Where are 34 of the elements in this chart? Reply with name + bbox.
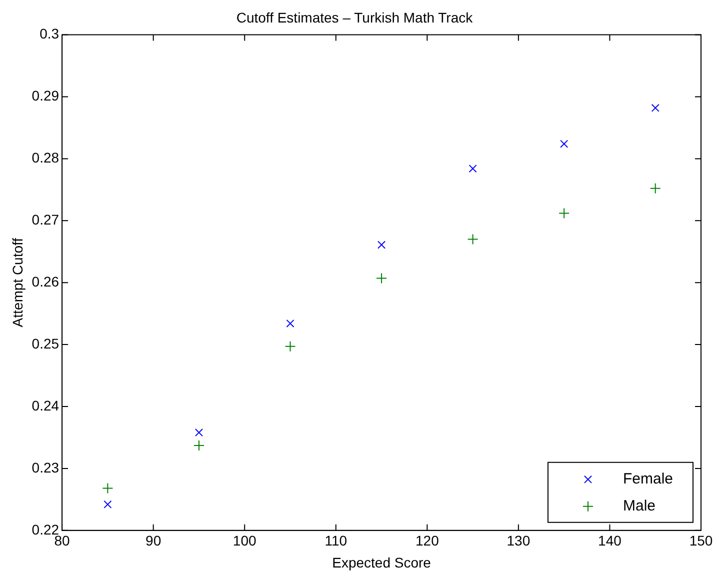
point — [558, 208, 570, 219]
point — [377, 240, 386, 249]
y-tick-label: 0.25 — [32, 335, 60, 352]
x-tick-label: 90 — [146, 532, 162, 549]
point — [468, 164, 477, 173]
y-tick-label: 0.3 — [40, 26, 60, 42]
x-tick-label: 150 — [689, 532, 713, 549]
point — [467, 234, 478, 245]
point — [286, 319, 294, 328]
x-tick-label: 140 — [598, 532, 622, 549]
point — [104, 500, 112, 508]
point — [560, 140, 568, 148]
legend-label: Male — [622, 498, 656, 515]
y-tick-label: 0.28 — [32, 150, 60, 166]
y-axis-title: Attempt Cutoff — [9, 238, 26, 328]
y-tick-label: 0.29 — [32, 88, 60, 104]
point — [284, 340, 296, 352]
chart-title: Cutoff Estimates – Turkish Math Track — [236, 9, 474, 26]
x-tick-label: 110 — [324, 532, 348, 549]
x-tick-label: 100 — [232, 532, 256, 549]
point — [194, 428, 203, 437]
x-axis-title: Expected Score — [332, 554, 432, 570]
point — [651, 104, 660, 112]
x-tick-label: 120 — [415, 532, 440, 549]
legend-label: Female — [622, 470, 674, 488]
point — [376, 272, 388, 284]
y-tick-label: 0.26 — [32, 273, 60, 290]
point — [193, 440, 204, 452]
y-tick-label: 0.23 — [32, 459, 60, 476]
y-tick-label: 0.24 — [32, 397, 60, 414]
x-tick-label: 130 — [506, 532, 530, 549]
point — [102, 482, 114, 494]
y-tick-label: 0.27 — [32, 212, 60, 228]
point — [650, 182, 661, 194]
